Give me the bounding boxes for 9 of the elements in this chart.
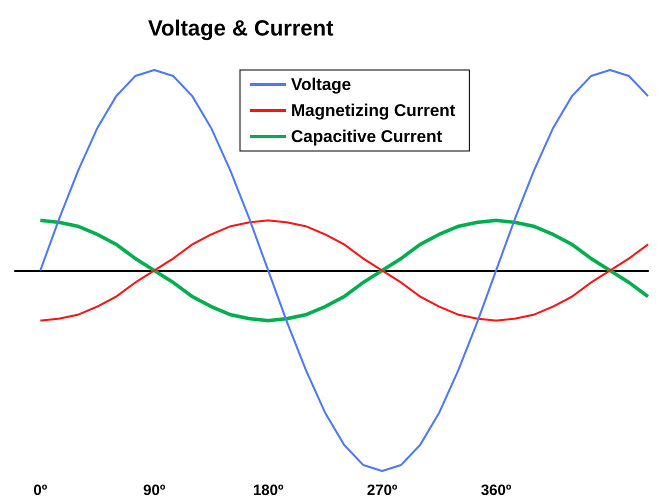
legend-label: Capacitive Current [291, 127, 442, 146]
legend-label: Magnetizing Current [291, 101, 456, 120]
x-tick-label: 180º [252, 482, 284, 498]
chart-title: Voltage & Current [148, 16, 334, 40]
legend-label: Voltage [291, 75, 352, 94]
x-tick-label: 270º [366, 482, 398, 498]
x-tick-label: 90º [143, 482, 166, 498]
x-tick-label: 0º [33, 482, 48, 498]
x-tick-label: 360º [480, 482, 512, 498]
